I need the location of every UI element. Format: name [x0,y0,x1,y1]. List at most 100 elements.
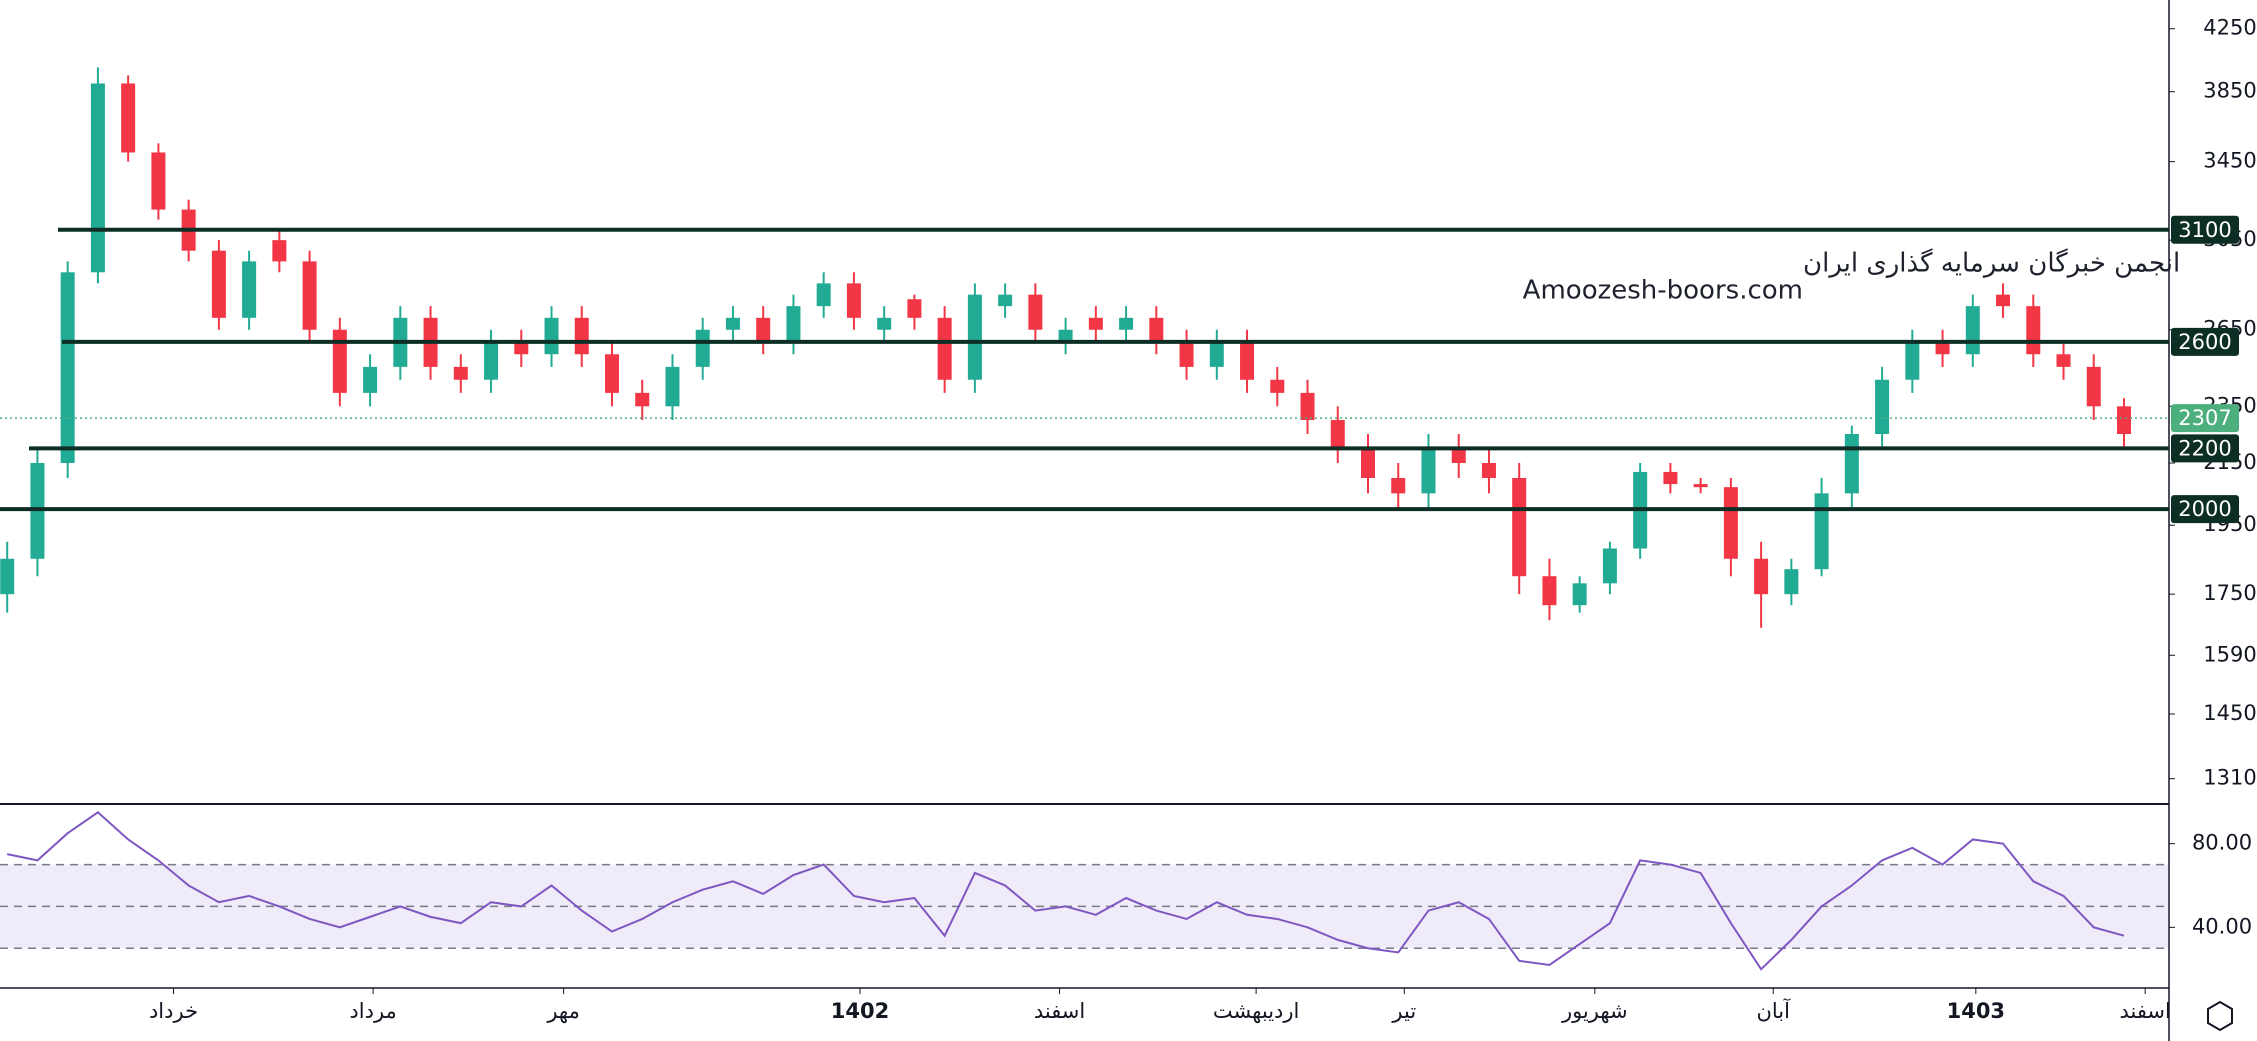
candle-body [242,261,257,318]
candle-body [2086,366,2101,407]
x-tick-label: مهر [546,999,580,1023]
x-tick-label: اسفند [2119,999,2170,1023]
candle-body [1481,462,1496,478]
x-tick-label: اردیبهشت [1213,999,1300,1023]
candle-body [121,83,136,153]
candle-body [1784,569,1799,595]
x-tick-label: اسفند [1034,999,1085,1023]
level-box [2171,215,2239,244]
candle-body [90,83,105,273]
candle-body [1905,341,1920,380]
last-price-box [2171,404,2239,433]
candle-body [1361,448,1375,478]
candle-body [1421,448,1436,494]
candle-body [695,329,710,367]
candle-body [1844,434,1859,494]
candle-body [1300,392,1315,421]
x-tick-label: آبان [1756,998,1791,1023]
candle-body [756,317,771,342]
y-tick-label: 1750 [2203,581,2256,605]
level-box [2171,495,2239,524]
level-label: 2000 [2178,497,2231,521]
candle-body [1240,341,1255,380]
candle-body [544,317,559,355]
level-box [2171,434,2239,463]
candle-body [1179,341,1194,367]
level-label: 2200 [2178,436,2231,460]
y-tick-label: 1590 [2203,642,2256,666]
rsi-tick-label: 40.00 [2192,914,2252,938]
candle-body [967,294,982,380]
candle-body [302,261,317,330]
candle-body [1270,379,1285,393]
candle-body [1451,448,1466,463]
candle-body [1028,294,1043,330]
level-label: 3100 [2178,218,2231,242]
candle-body [1149,317,1164,342]
candle-body [484,341,499,380]
y-tick-label: 3850 [2203,79,2256,103]
candle-body [725,317,740,330]
candle-body [1935,341,1950,355]
candle-body [816,283,831,307]
x-tick-label: تیر [1391,999,1416,1023]
candle-body [1088,317,1103,330]
candle-body [1754,558,1769,595]
x-tick-label: مرداد [349,999,396,1023]
candle-body [1512,477,1527,577]
candle-body [665,366,680,407]
candle-body [1814,493,1829,570]
y-tick-label: 4250 [2203,16,2256,40]
candle-body [1663,471,1678,485]
level-label: 2600 [2178,330,2231,354]
candle-body [574,317,589,355]
candle-body [1058,329,1073,342]
candle-body [1875,379,1890,435]
candle-body [211,250,226,318]
watermark-title: انجمن خبرگان سرمایه گذاری ایران [1803,248,2180,279]
candle-body [1391,477,1406,494]
candle-body [846,283,861,318]
candle-body [363,366,378,393]
candle-body [1572,583,1587,606]
level-box [2171,327,2239,356]
candle-body [2117,406,2131,435]
candle-body [1209,341,1224,367]
candle-body [1723,487,1738,559]
candle-body [151,152,166,210]
candle-body [1965,306,1980,355]
candle-body [1693,484,1708,488]
candle-body [1119,317,1134,330]
candle-body [2056,354,2071,367]
candle-body [786,306,801,342]
candle-body [907,299,922,318]
x-tick-label: 1402 [831,999,889,1023]
candle-body [998,294,1013,307]
candle-body [60,272,75,463]
candle-body [635,392,650,407]
rsi-line [6,811,2125,971]
y-tick-label: 3450 [2203,149,2256,173]
y-tick-label: 1450 [2203,701,2256,725]
candle-body [0,558,15,595]
candle-body [605,354,619,393]
rsi-tick-label: 80.00 [2192,831,2252,855]
x-tick-label: خرداد [149,999,198,1023]
settings-icon[interactable] [2207,1000,2233,1032]
y-tick-label: 1310 [2203,766,2256,790]
candle-body [1996,294,2011,307]
candle-body [453,366,468,380]
candle-body [1542,576,1557,606]
watermark-site: Amoozesh-boors.com [1523,276,1803,306]
last-price-label: 2307 [2178,406,2231,430]
candle-body [272,240,287,262]
candle-body [514,341,529,355]
x-tick-label: شهریور [1561,999,1628,1023]
candle-body [877,317,892,330]
candle-body [332,329,347,393]
candle-body [1602,548,1617,584]
x-tick-label: 1403 [1947,999,2005,1023]
candle-body [2026,306,2041,355]
